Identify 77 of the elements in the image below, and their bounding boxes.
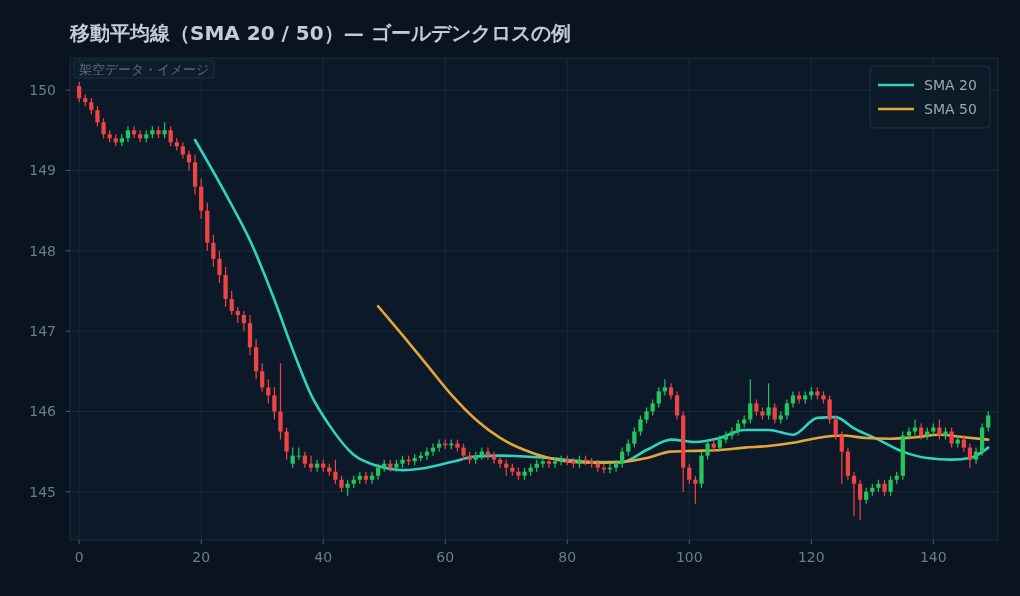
candlestick	[186, 149, 192, 172]
y-tick-label: 148	[29, 242, 56, 259]
candlestick	[827, 394, 832, 425]
candlestick	[839, 430, 844, 485]
candlestick	[772, 402, 777, 425]
y-tick-label: 146	[29, 403, 57, 420]
candlestick	[613, 459, 619, 473]
candlestick	[748, 378, 753, 425]
candlestick	[656, 386, 661, 409]
candlestick	[101, 117, 106, 139]
candlestick	[723, 430, 729, 445]
candlestick	[986, 410, 991, 433]
x-tick-label: 40	[314, 549, 333, 565]
candlestick	[674, 390, 680, 421]
candlestick	[369, 471, 375, 485]
candlestick	[888, 475, 893, 497]
candlestick	[620, 447, 625, 469]
y-tick-label: 145	[29, 483, 56, 500]
x-tick-label: 20	[192, 549, 211, 565]
candlestick	[705, 438, 710, 461]
candlestick	[784, 398, 790, 421]
candlestick	[424, 447, 430, 461]
candlestick	[937, 418, 942, 441]
candlestick	[363, 471, 369, 485]
candlestick	[308, 455, 314, 473]
x-tick-label: 0	[74, 549, 84, 565]
candlestick	[851, 471, 857, 517]
candlestick	[211, 234, 216, 268]
y-tick-label: 149	[29, 162, 56, 179]
candlestick	[833, 414, 838, 441]
x-tick-label: 120	[797, 549, 825, 565]
candlestick	[967, 443, 973, 469]
candlestick	[168, 125, 173, 147]
candlestick	[272, 386, 277, 421]
y-tick-label: 150	[29, 82, 56, 99]
legend-label: SMA 20	[924, 76, 977, 93]
candlestick	[491, 451, 497, 465]
x-tick-label: 140	[919, 549, 947, 565]
candlestick	[729, 426, 735, 441]
candlestick	[546, 457, 552, 469]
x-tick-label: 80	[558, 549, 577, 565]
candlestick	[552, 457, 558, 469]
candlestick	[77, 81, 82, 103]
x-tick-label: 60	[436, 549, 455, 565]
candlestick	[119, 133, 124, 147]
candlestick	[662, 378, 668, 396]
candlestick	[290, 447, 295, 469]
candlestick	[498, 455, 503, 469]
candlestick	[284, 426, 289, 461]
candlestick	[912, 418, 918, 437]
candlestick	[638, 414, 643, 437]
candlestick	[278, 362, 283, 441]
annotation: 架空データ・イメージ	[79, 61, 209, 77]
candlestick	[436, 438, 442, 453]
candlestick	[131, 125, 137, 139]
candlestick	[333, 459, 338, 485]
candlestick	[485, 447, 491, 461]
candlestick	[687, 463, 692, 485]
candlestick	[314, 459, 320, 473]
candlestick	[430, 443, 436, 457]
candlestick	[260, 362, 265, 392]
candlestick	[217, 250, 222, 284]
chart-title: 移動平均線（SMA 20 / 50）— ゴールデンクロスの例	[69, 21, 571, 45]
x-tick-label: 100	[675, 549, 703, 565]
candlestick	[857, 479, 863, 521]
legend-label: SMA 50	[924, 100, 977, 117]
candlestick	[796, 390, 802, 405]
candlestick	[241, 310, 247, 332]
candlestick	[632, 426, 637, 449]
candlestick	[229, 290, 234, 316]
candlestick	[906, 426, 912, 441]
candlestick	[949, 426, 954, 449]
candlestick	[693, 475, 698, 505]
candlestick	[266, 378, 271, 405]
candlestick	[95, 105, 100, 127]
y-tick-label: 147	[29, 323, 56, 340]
candlestick	[766, 382, 771, 421]
